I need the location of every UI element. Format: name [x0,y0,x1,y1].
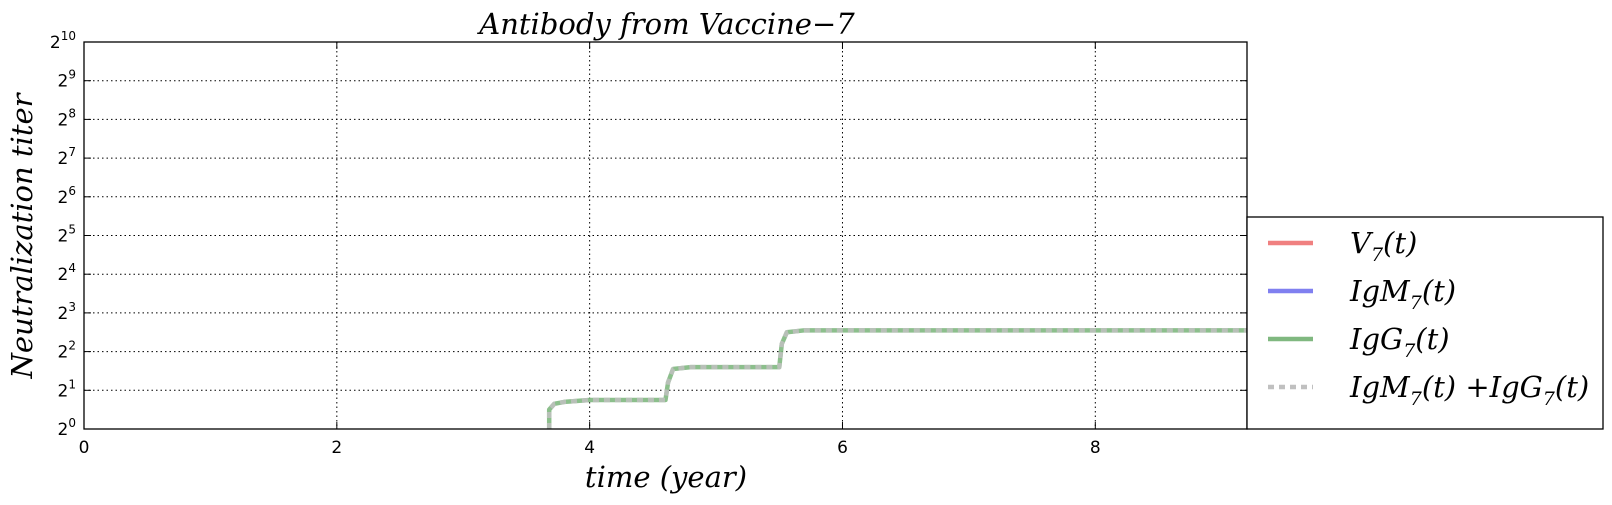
y-tick-label: 20 [58,416,76,440]
x-tick-label: 2 [331,438,342,458]
y-tick-label: 22 [58,339,76,363]
y-axis-ticks: 20 21 22 23 24 25 26 27 28 29 210 [50,29,1247,440]
x-axis-label: time (year) [585,460,747,494]
x-tick-label: 8 [1090,438,1101,458]
y-tick-label: 26 [58,184,76,208]
x-tick-label: 0 [79,438,90,458]
grid [84,42,1247,429]
x-tick-label: 4 [584,438,595,458]
y-tick-label: 24 [58,261,76,285]
series-line [549,330,1247,429]
y-tick-label: 29 [58,68,76,92]
y-tick-label: 27 [58,145,76,169]
series-line [549,330,1247,429]
y-tick-label: 25 [58,223,76,247]
y-tick-label: 210 [50,29,76,53]
y-tick-label: 28 [58,106,76,130]
y-axis-label: Neutralization titer [5,91,39,379]
chart-title: Antibody from Vaccine−7 [476,7,855,41]
y-tick-label: 21 [58,377,76,401]
y-tick-label: 23 [58,300,76,324]
legend: V7(t)IgM7(t)IgG7(t)IgM7(t) +IgG7(t) [1247,217,1603,429]
x-tick-label: 6 [837,438,848,458]
series-group [549,330,1247,429]
